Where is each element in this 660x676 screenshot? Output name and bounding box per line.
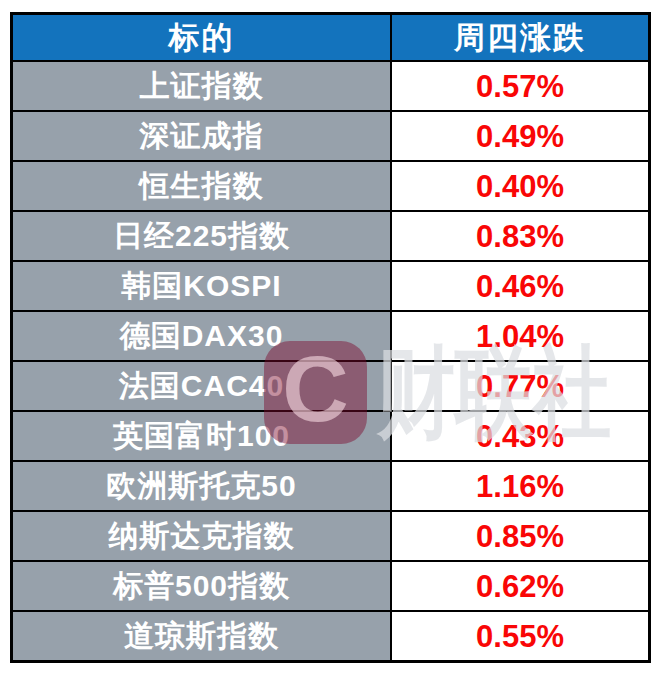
change-value-cell: 0.49% [392,112,648,160]
change-value-cell: 1.04% [392,312,648,360]
change-value-cell: 0.62% [392,562,648,610]
column-header-thursday-change: 周四涨跌 [392,15,648,60]
index-name-cell: 纳斯达克指数 [13,512,390,560]
index-name-cell: 上证指数 [13,62,390,110]
index-name-cell: 标普500指数 [13,562,390,610]
index-name-cell: 日经225指数 [13,212,390,260]
change-value-cell: 0.46% [392,262,648,310]
index-name-cell: 欧洲斯托克50 [13,462,390,510]
change-value-cell: 0.57% [392,62,648,110]
index-name-cell: 法国CAC40 [13,362,390,410]
index-name-cell: 英国富时100 [13,412,390,460]
market-change-table-image: 标的 周四涨跌 上证指数0.57%深证成指0.49%恒生指数0.40%日经225… [0,0,660,676]
change-value-cell: 0.83% [392,212,648,260]
index-name-cell: 道琼斯指数 [13,612,390,660]
change-value-cell: 0.85% [392,512,648,560]
market-table: 标的 周四涨跌 上证指数0.57%深证成指0.49%恒生指数0.40%日经225… [10,12,651,663]
index-name-cell: 恒生指数 [13,162,390,210]
change-value-cell: 0.55% [392,612,648,660]
index-name-cell: 德国DAX30 [13,312,390,360]
index-name-cell: 韩国KOSPI [13,262,390,310]
index-name-cell: 深证成指 [13,112,390,160]
column-header-target: 标的 [13,15,390,60]
change-value-cell: 0.77% [392,362,648,410]
change-value-cell: 0.43% [392,412,648,460]
change-value-cell: 0.40% [392,162,648,210]
change-value-cell: 1.16% [392,462,648,510]
